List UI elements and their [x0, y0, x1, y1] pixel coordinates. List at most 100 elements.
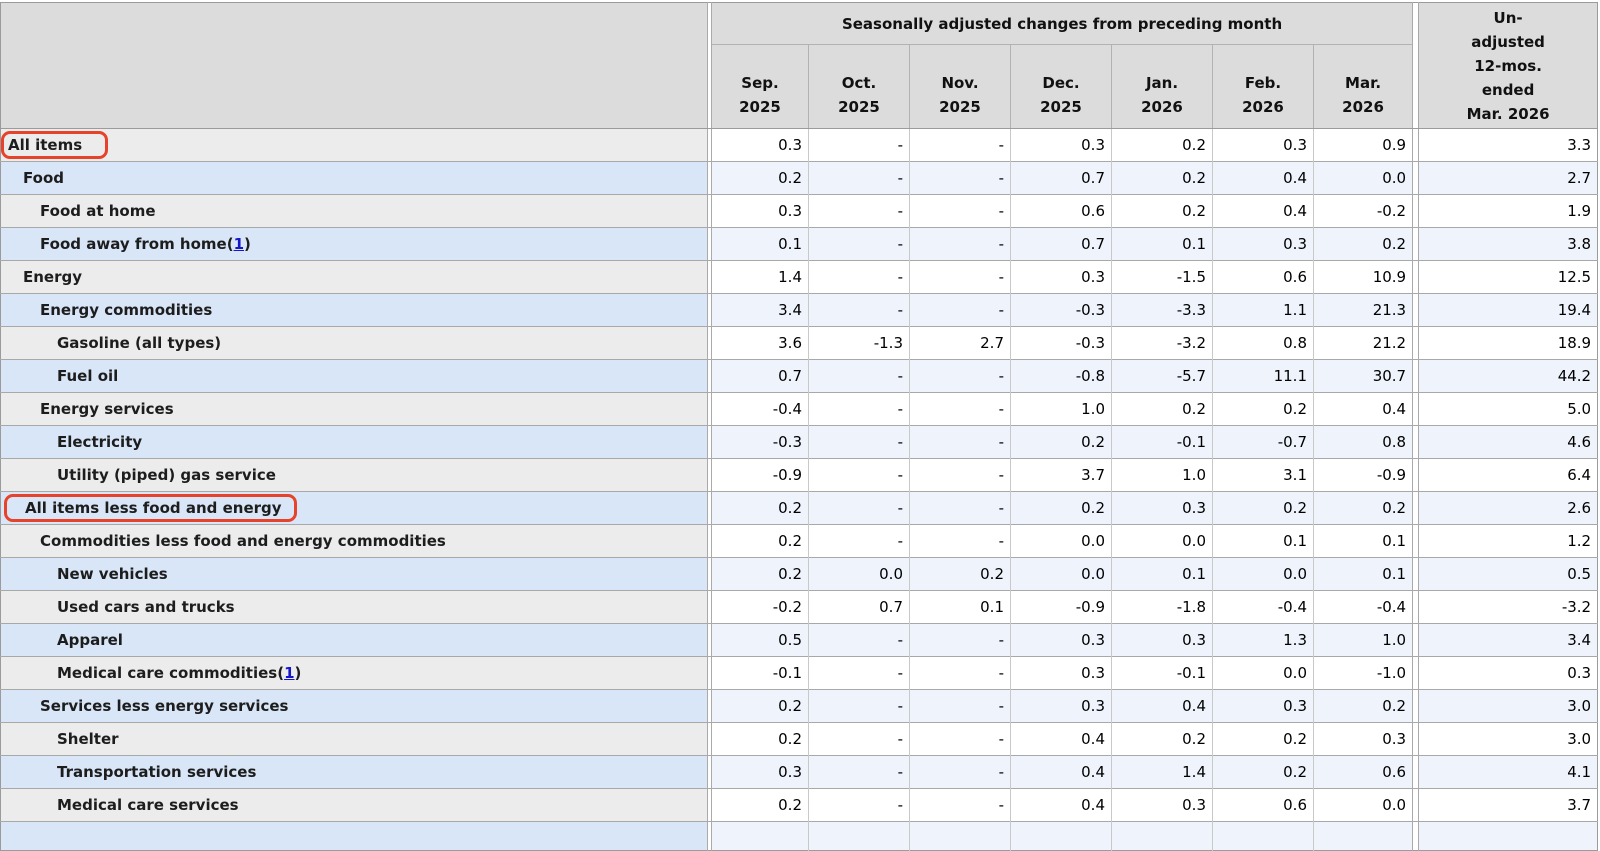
- value-cell: -1.3: [808, 326, 910, 360]
- value-cell: 0.3: [1010, 260, 1112, 294]
- footnote-open-paren: (: [277, 664, 285, 682]
- row-label: New vehicles: [57, 565, 168, 583]
- row-label-wrap: Shelter: [57, 725, 119, 753]
- row-label: Gasoline (all types): [57, 334, 222, 352]
- unadjusted-value-cell: 4.6: [1418, 425, 1598, 459]
- row-label-wrap: Medical care commodities (1): [57, 659, 301, 687]
- value-cell: -: [909, 623, 1011, 657]
- row-label-cell: All items: [0, 128, 708, 162]
- value-cell: 0.8: [1312, 425, 1413, 459]
- row-label-cell: Services less energy services: [0, 689, 708, 723]
- value-cell: 0.0: [1312, 788, 1413, 822]
- footnote-ref: (1): [227, 235, 251, 253]
- value-cell: -0.7: [1212, 425, 1314, 459]
- row-label-cell: Electricity: [0, 425, 708, 459]
- value-cell: 3.7: [1010, 458, 1112, 492]
- unadjusted-value-cell: 1.9: [1418, 194, 1598, 228]
- column-divider: [707, 788, 712, 822]
- row-label-wrap: Electricity: [57, 428, 142, 456]
- table-row: New vehicles 0.2 0.0 0.2 0.0 0.1 0.0 0.1…: [0, 557, 1598, 591]
- row-label-cell: Energy commodities: [0, 293, 708, 327]
- value-cell: -: [909, 689, 1011, 723]
- value-cell: 0.2: [711, 161, 809, 195]
- col-header-dec-2025: Dec. 2025: [1010, 44, 1112, 129]
- table-row: Energy services -0.4 - - 1.0 0.2 0.2 0.4…: [0, 392, 1598, 426]
- unadjusted-value-cell: 3.4: [1418, 623, 1598, 657]
- value-cell: 0.1: [1111, 227, 1213, 261]
- value-cell: -3.3: [1111, 293, 1213, 327]
- value-cell: 0.2: [1312, 689, 1413, 723]
- value-cell: 0.2: [1212, 491, 1314, 525]
- value-cell: 30.7: [1312, 359, 1413, 393]
- column-divider: [1412, 755, 1420, 789]
- value-cell: -: [909, 194, 1011, 228]
- value-cell: -: [909, 128, 1011, 162]
- column-divider: [1412, 788, 1420, 822]
- value-cell: -: [808, 392, 910, 426]
- row-label: Energy commodities: [40, 301, 213, 319]
- value-cell: 0.4: [1312, 392, 1413, 426]
- row-label: All items: [8, 136, 83, 154]
- year-label: 2025: [939, 98, 981, 116]
- month-label: Dec.: [1042, 74, 1080, 92]
- column-divider: [707, 260, 712, 294]
- footnote-open-paren: (: [226, 235, 234, 253]
- row-label-wrap: Energy commodities: [40, 296, 212, 324]
- row-label-wrap: Fuel oil: [57, 362, 118, 390]
- column-divider: [1412, 227, 1420, 261]
- value-cell: 0.2: [1111, 161, 1213, 195]
- row-label-cell: Commodities less food and energy commodi…: [0, 524, 708, 558]
- footnote-link[interactable]: 1: [233, 235, 245, 253]
- value-cell: 0.2: [1111, 128, 1213, 162]
- unadjusted-value-cell: 2.7: [1418, 161, 1598, 195]
- row-label-cell: Apparel: [0, 623, 708, 657]
- table-row: Gasoline (all types) 3.6 -1.3 2.7 -0.3 -…: [0, 326, 1598, 360]
- value-cell: -: [808, 689, 910, 723]
- col-header-feb-2026: Feb. 2026: [1212, 44, 1314, 129]
- row-label-cell: Food away from home (1): [0, 227, 708, 261]
- value-cell: 0.1: [711, 227, 809, 261]
- value-cell: 0.6: [1312, 755, 1413, 789]
- value-cell: 1.3: [1212, 623, 1314, 657]
- value-cell: -: [808, 458, 910, 492]
- footnote-link[interactable]: 1: [284, 664, 295, 682]
- row-label: Food away from home: [40, 235, 227, 253]
- row-label-wrap: Utility (piped) gas service: [57, 461, 276, 489]
- value-cell: -: [909, 161, 1011, 195]
- column-divider: [1412, 722, 1420, 756]
- value-cell: -0.2: [1312, 194, 1413, 228]
- column-divider: [707, 590, 712, 624]
- value-cell: 0.3: [1212, 689, 1314, 723]
- column-divider: [1412, 359, 1420, 393]
- value-cell: 11.1: [1212, 359, 1314, 393]
- value-cell: -: [909, 755, 1011, 789]
- row-label: Food at home: [40, 202, 156, 220]
- year-label: 2026: [1242, 98, 1284, 116]
- column-divider: [707, 293, 712, 327]
- row-label-wrap: All items: [1, 131, 109, 159]
- value-cell: 0.3: [711, 755, 809, 789]
- value-cell: 0.2: [909, 557, 1011, 591]
- table-row: Medical care services 0.2 - - 0.4 0.3 0.…: [0, 788, 1598, 822]
- row-label-cell: Food at home: [0, 194, 708, 228]
- row-label-wrap: Used cars and trucks: [57, 593, 235, 621]
- table-body: All items 0.3 - - 0.3 0.2 0.3 0.9 3.3 Fo…: [0, 128, 1598, 851]
- unadjusted-value-cell: 44.2: [1418, 359, 1598, 393]
- row-label: Used cars and trucks: [57, 598, 235, 616]
- unadjusted-value-cell: 0.5: [1418, 557, 1598, 591]
- value-cell: -0.4: [1212, 590, 1314, 624]
- row-label-wrap: Food away from home (1): [40, 230, 251, 258]
- value-cell: 1.0: [1312, 623, 1413, 657]
- col-header-oct-2025: Oct. 2025: [808, 44, 910, 129]
- row-label: Electricity: [57, 433, 143, 451]
- value-cell: -: [909, 788, 1011, 822]
- month-label: Jan.: [1145, 74, 1179, 92]
- value-cell: -: [909, 656, 1011, 690]
- value-cell: 0.4: [1010, 755, 1112, 789]
- value-cell: 0.3: [1212, 128, 1314, 162]
- table-row: Transportation services 0.3 - - 0.4 1.4 …: [0, 755, 1598, 789]
- value-cell: -1.0: [1312, 656, 1413, 690]
- column-divider: [1412, 590, 1420, 624]
- row-label-cell: Food: [0, 161, 708, 195]
